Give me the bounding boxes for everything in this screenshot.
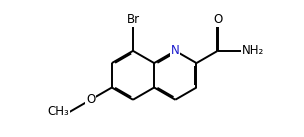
Text: N: N [171, 44, 180, 57]
Text: NH₂: NH₂ [242, 44, 264, 57]
Text: O: O [213, 13, 222, 26]
Text: O: O [86, 93, 95, 106]
Text: Br: Br [126, 13, 140, 26]
Text: CH₃: CH₃ [48, 105, 70, 118]
